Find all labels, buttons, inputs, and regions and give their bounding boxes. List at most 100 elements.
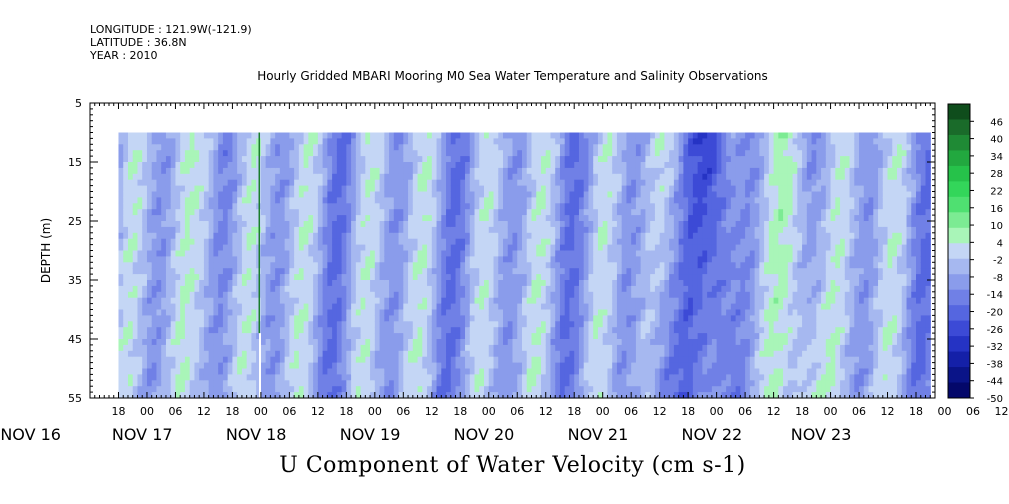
heat-cell: [213, 268, 219, 275]
heat-cell: [241, 309, 248, 316]
heat-cell: [137, 321, 143, 328]
heat-cell: [213, 232, 219, 240]
heat-cell: [251, 250, 257, 257]
heat-cell: [180, 162, 186, 169]
heat-cell: [583, 203, 590, 210]
heat-cell: [118, 362, 124, 370]
heat-cell: [526, 321, 533, 328]
heat-cell: [184, 268, 191, 275]
heat-cell: [332, 185, 338, 193]
heat-cell: [355, 144, 362, 151]
heat-cell: [317, 167, 324, 175]
heat-cell: [540, 321, 547, 328]
heat-cell: [384, 167, 390, 175]
heat-cell: [332, 203, 338, 210]
heat-cell: [521, 274, 528, 281]
heat-cell: [564, 238, 571, 246]
heat-cell: [384, 185, 390, 193]
heat-cell: [151, 144, 158, 151]
heat-cell: [284, 197, 290, 204]
heat-cell: [503, 209, 509, 216]
heat-cell: [341, 356, 347, 364]
heat-cell: [469, 138, 476, 145]
heat-cell: [289, 226, 295, 234]
heat-cell: [635, 291, 642, 299]
heat-cell: [612, 344, 618, 352]
heat-cell: [346, 315, 352, 322]
heat-cell: [227, 356, 234, 364]
heat-cell: [270, 256, 276, 263]
heat-cell: [484, 226, 490, 234]
heat-cell: [389, 185, 395, 193]
heat-cell: [479, 274, 485, 281]
heat-cell: [616, 156, 623, 163]
heat-cell: [180, 392, 186, 399]
heat-cell: [488, 167, 495, 175]
heat-cell: [422, 197, 428, 204]
heat-cell: [346, 138, 352, 145]
heat-cell: [545, 356, 552, 364]
heat-cell: [555, 262, 561, 269]
heat-cell: [332, 303, 338, 311]
heat-cell: [180, 144, 186, 151]
heat-cell: [298, 138, 305, 145]
heat-cell: [408, 162, 414, 169]
heat-cell: [146, 162, 153, 169]
heat-cell: [521, 333, 528, 340]
heat-cell: [251, 291, 257, 299]
heat-cell: [441, 333, 447, 340]
heat-cell: [398, 197, 404, 204]
heat-cell: [203, 238, 210, 246]
heat-cell: [161, 209, 167, 216]
heat-cell: [241, 303, 248, 311]
heat-cell: [284, 350, 290, 358]
heat-cell: [455, 327, 461, 334]
heat-cell: [550, 280, 556, 287]
heat-cell: [237, 132, 243, 139]
heat-cell: [588, 197, 594, 204]
heat-cell: [203, 333, 210, 340]
heat-cell: [161, 339, 167, 346]
heat-cell: [298, 368, 305, 375]
heat-cell: [607, 215, 613, 222]
heat-cell: [156, 291, 162, 299]
heat-cell: [569, 368, 575, 375]
heat-cell: [403, 226, 409, 234]
heat-cell: [578, 156, 585, 163]
heat-cell: [521, 315, 528, 322]
heat-cell: [351, 392, 357, 399]
heat-cell: [218, 339, 224, 346]
heat-cell: [503, 285, 509, 293]
heat-cell: [550, 291, 556, 299]
heat-cell: [507, 280, 514, 287]
heat-cell: [251, 150, 257, 157]
heat-cell: [279, 327, 286, 334]
heat-cell: [327, 303, 333, 311]
heat-cell: [227, 374, 234, 381]
heat-cell: [127, 315, 134, 322]
heat-cell: [313, 221, 319, 228]
heat-cell: [588, 238, 594, 246]
heat-cell: [303, 167, 309, 175]
heat-cell: [313, 386, 319, 393]
heat-cell: [118, 339, 124, 346]
heat-cell: [313, 280, 319, 287]
heat-cell: [389, 173, 395, 181]
heat-cell: [194, 274, 200, 281]
heat-cell: [251, 256, 257, 263]
heat-cell: [298, 215, 305, 222]
heat-cell: [403, 297, 409, 305]
heat-cell: [484, 167, 490, 175]
heat-cell: [550, 132, 556, 139]
heat-cell: [313, 268, 319, 275]
heat-cell: [507, 197, 514, 204]
heat-cell: [408, 226, 414, 234]
heat-cell: [588, 362, 594, 370]
heat-cell: [227, 392, 234, 399]
heat-cell: [597, 226, 604, 234]
heat-cell: [379, 285, 385, 293]
heat-cell: [194, 150, 200, 157]
heat-cell: [559, 368, 566, 375]
heat-cell: [317, 280, 324, 287]
heat-cell: [322, 274, 328, 281]
